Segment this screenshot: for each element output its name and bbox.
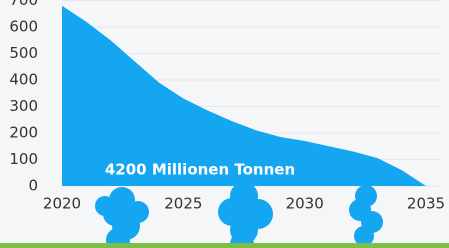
footer-bar [0, 243, 449, 248]
x-tick-label: 2035 [407, 195, 445, 213]
x-tick-label: 2020 [43, 195, 81, 213]
y-tick-label: 0 [28, 177, 38, 195]
y-tick-label: 200 [9, 124, 38, 142]
annotation: 4200 Millionen Tonnen [105, 161, 295, 179]
y-tick-label: 700 [9, 0, 38, 9]
y-tick-label: 400 [9, 71, 38, 89]
chart: 4200 Millionen Tonnen 0 100 200 300 400 500 60… [0, 0, 449, 248]
y-tick-label: 500 [9, 44, 38, 62]
x-tick-label: 2030 [286, 195, 324, 213]
y-tick-label: 300 [9, 97, 38, 115]
x-tick-label: 2025 [164, 195, 202, 213]
y-tick-label: 100 [9, 150, 38, 168]
y-tick-label: 600 [9, 18, 38, 36]
